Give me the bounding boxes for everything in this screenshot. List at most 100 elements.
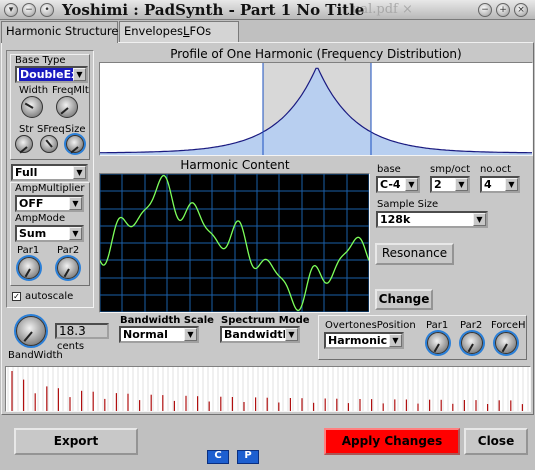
size-knob[interactable]	[66, 135, 84, 153]
bandwidth-label: BandWidth	[8, 350, 63, 361]
overtones-forceh-knob[interactable]	[495, 332, 517, 354]
window-menu-icon[interactable]: ▾	[4, 3, 18, 17]
amp-mode-value: Sum	[19, 227, 47, 240]
profile-plot	[100, 63, 532, 155]
amp-multiplier-label: AmpMultiplier	[15, 183, 85, 194]
amp-par2-knob[interactable]	[57, 257, 79, 279]
resonance-button[interactable]: Resonance	[375, 243, 454, 265]
spectrum-mode-select[interactable]: Bandwidth ▼	[220, 326, 300, 343]
size-label: Size	[65, 124, 86, 135]
checkmark-icon: ✓	[13, 292, 20, 301]
smp-oct-value: 2	[434, 178, 442, 191]
harmonic-content-plot	[100, 174, 369, 312]
freqmlt-knob[interactable]	[56, 96, 78, 118]
minimize-icon[interactable]: −	[478, 3, 492, 17]
base-type-select[interactable]: DoubleExp ▼	[15, 66, 88, 83]
base-value: C-4	[380, 178, 401, 191]
profile-graph[interactable]	[99, 62, 533, 156]
tab-harmonic-structure[interactable]: Harmonic Structure	[1, 21, 118, 43]
amp-par1-knob[interactable]	[18, 257, 40, 279]
sticky-icon[interactable]: •	[40, 3, 54, 17]
bandwidth-scale-select[interactable]: Normal ▼	[119, 326, 199, 343]
export-button[interactable]: Export	[14, 428, 138, 455]
bandwidth-knob[interactable]	[16, 316, 46, 346]
autoscale-label: autoscale	[25, 291, 74, 302]
overtones-par1-label: Par1	[426, 320, 449, 331]
bandwidth-scale-value: Normal	[123, 328, 168, 341]
amp-par1-label: Par1	[17, 245, 40, 256]
bandwidth-value-field[interactable]: 18.3	[55, 323, 109, 339]
sample-size-label: Sample Size	[377, 199, 439, 210]
amplitude-group	[10, 182, 90, 286]
width-label: Width	[19, 85, 49, 96]
smp-oct-label: smp/oct	[430, 164, 471, 175]
overtones-par1-knob[interactable]	[427, 332, 449, 354]
amp-mode-label: AmpMode	[15, 213, 66, 224]
width-knob[interactable]	[21, 96, 43, 118]
chevron-down-icon: ▼	[184, 328, 197, 341]
smp-oct-select[interactable]: 2 ▼	[430, 176, 470, 193]
tab-envelopes-label: Envelopes	[124, 24, 184, 38]
amp-par2-label: Par2	[57, 245, 80, 256]
tab-envelopes-mnemonic: L	[183, 24, 190, 38]
sfreq-knob[interactable]	[40, 135, 58, 153]
str-knob[interactable]	[15, 135, 33, 153]
tab-envelopes-label-suffix: FOs	[189, 24, 212, 38]
title-bar[interactable]: ▾ − • ual.pdf × Yoshimi : PadSynth - Par…	[0, 0, 535, 20]
spectrum-mode-value: Bandwidth	[224, 328, 291, 341]
shade-icon[interactable]: −	[22, 3, 36, 17]
no-oct-label: no.oct	[480, 164, 511, 175]
overtones-par2-knob[interactable]	[461, 332, 483, 354]
background-window-title: ual.pdf ×	[352, 2, 413, 17]
sample-size-select[interactable]: 128k ▼	[376, 211, 488, 228]
maximize-icon[interactable]: +	[496, 3, 510, 17]
change-button[interactable]: Change	[375, 289, 433, 310]
amp-multiplier-value: OFF	[19, 197, 44, 210]
profile-curve-line	[100, 67, 532, 154]
chevron-down-icon: ▼	[505, 178, 518, 191]
full-select[interactable]: Full ▼	[11, 164, 88, 181]
freqmlt-label: FreqMlt	[52, 85, 89, 96]
amp-multiplier-select[interactable]: OFF ▼	[15, 195, 84, 212]
base-type-value: DoubleExp	[19, 68, 87, 81]
amp-mode-select[interactable]: Sum ▼	[15, 225, 84, 242]
no-oct-value: 4	[484, 178, 492, 191]
chevron-down-icon: ▼	[389, 334, 402, 347]
chevron-down-icon: ▼	[455, 178, 468, 191]
base-type-group	[10, 54, 90, 160]
harmonic-content-scope	[99, 173, 370, 313]
overtones-position-value: Harmonic	[328, 334, 388, 347]
base-label: base	[377, 164, 401, 175]
str-label: Str	[19, 124, 34, 135]
copy-button[interactable]: C	[207, 450, 229, 464]
overtones-group	[318, 315, 527, 360]
tab-envelopes-lfos[interactable]: EnvelopesLFOs	[119, 21, 239, 42]
spectrum-mode-label: Spectrum Mode	[221, 315, 310, 326]
base-select[interactable]: C-4 ▼	[376, 176, 420, 193]
chevron-down-icon: ▼	[285, 328, 298, 341]
autoscale-checkbox[interactable]: ✓	[12, 292, 21, 301]
overtones-position-label: OvertonesPosition	[325, 320, 416, 331]
spectrum-display	[5, 366, 531, 412]
left-controls-group	[6, 50, 94, 308]
close-icon[interactable]: ×	[514, 3, 528, 17]
bandwidth-scale-label: Bandwidth Scale	[120, 315, 214, 326]
tab-harmonic-structure-label: Harmonic Structure	[6, 24, 119, 38]
overtones-position-select[interactable]: Harmonic ▼	[324, 332, 404, 349]
no-oct-select[interactable]: 4 ▼	[480, 176, 520, 193]
chevron-down-icon: ▼	[405, 178, 418, 191]
apply-changes-button[interactable]: Apply Changes	[324, 428, 460, 455]
chevron-down-icon: ▼	[73, 68, 86, 81]
overtones-forceh-label: ForceH	[491, 320, 526, 331]
profile-curve-fill	[100, 68, 532, 155]
close-button[interactable]: Close	[464, 428, 528, 455]
chevron-down-icon: ▼	[73, 166, 86, 179]
profile-title: Profile of One Harmonic (Frequency Distr…	[170, 47, 462, 61]
full-value: Full	[15, 166, 38, 179]
chevron-down-icon: ▼	[69, 197, 82, 210]
sfreq-label: SFreq	[37, 124, 65, 135]
scope-waveform	[100, 174, 369, 312]
paste-button[interactable]: P	[237, 450, 259, 464]
chevron-down-icon: ▼	[473, 213, 486, 226]
